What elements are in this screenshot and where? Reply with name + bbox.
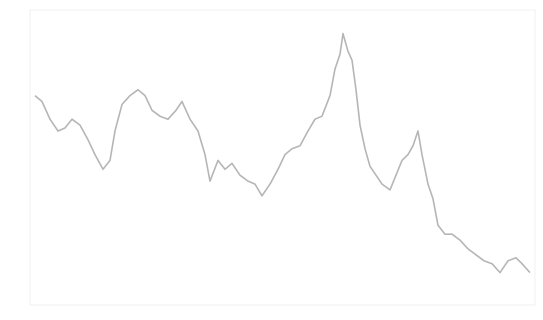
plot-frame (29, 9, 536, 306)
price-line (34, 32, 531, 274)
